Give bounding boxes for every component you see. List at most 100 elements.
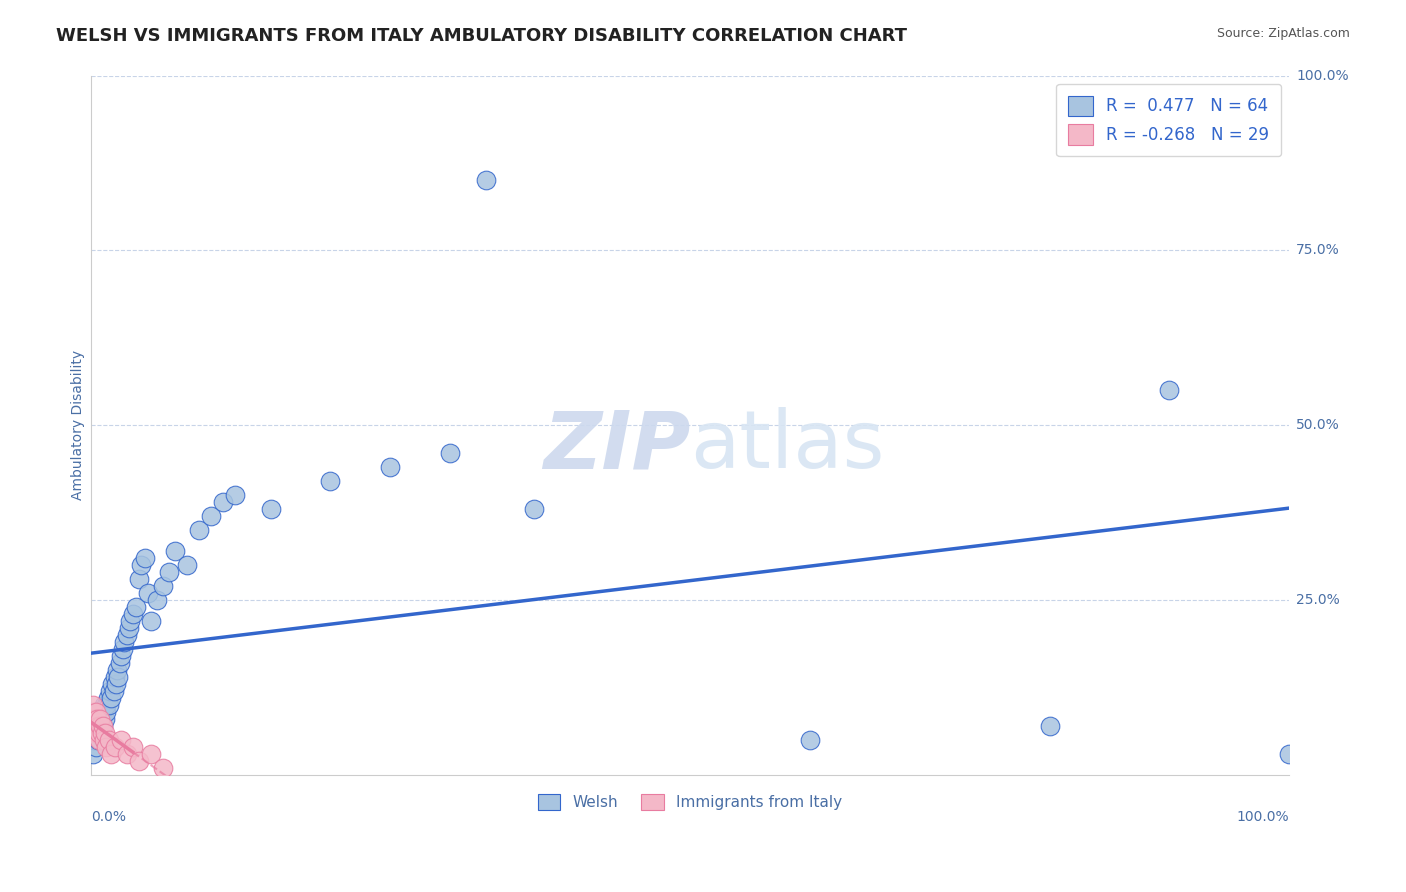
Point [82,698,104,713]
Point [90,712,112,726]
Y-axis label: Ambulatory Disability: Ambulatory Disability [72,351,86,500]
Point [91,719,114,733]
Point [86,712,108,726]
Point [97,733,120,747]
Point [152,579,174,593]
Point [523,502,546,516]
Point [380,460,402,475]
Point [87,733,110,747]
Point [129,558,152,573]
Point [128,754,150,768]
Point [319,475,342,489]
Point [93,698,115,713]
Text: 50.0%: 50.0% [1296,418,1340,433]
Point [86,705,108,719]
Point [107,670,129,684]
Point [125,600,148,615]
Point [86,726,108,740]
Point [176,558,198,573]
Point [439,446,461,460]
Point [94,712,117,726]
Point [104,670,127,684]
Point [112,635,135,649]
Point [89,726,111,740]
Point [134,551,156,566]
Point [91,719,114,733]
Point [89,719,111,733]
Point [1278,747,1301,761]
Point [84,705,107,719]
Text: 100.0%: 100.0% [1237,810,1289,824]
Point [110,733,132,747]
Text: atlas: atlas [690,408,884,485]
Point [96,698,118,713]
Point [163,544,186,558]
Point [89,726,111,740]
Point [157,566,180,580]
Point [86,719,108,733]
Point [115,747,138,761]
Point [799,733,821,747]
Point [104,740,127,755]
Point [139,614,162,628]
Point [84,726,107,740]
Point [118,621,141,635]
Point [105,663,128,677]
Point [93,733,115,747]
Point [86,712,108,726]
Point [89,705,111,719]
Text: Source: ZipAtlas.com: Source: ZipAtlas.com [1216,27,1350,40]
Point [82,705,104,719]
Text: 75.0%: 75.0% [1296,244,1340,258]
Point [211,495,233,509]
Text: 0.0%: 0.0% [91,810,125,824]
Point [108,656,131,670]
Point [98,684,121,698]
Point [110,649,132,664]
Point [89,712,111,726]
Point [97,698,120,713]
Point [82,747,104,761]
Point [90,726,112,740]
Point [145,593,167,607]
Point [87,719,110,733]
Point [87,719,110,733]
Point [224,488,246,502]
Point [83,712,105,726]
Text: ZIP: ZIP [543,408,690,485]
Point [103,684,125,698]
Point [152,761,174,775]
Point [121,740,143,755]
Text: 25.0%: 25.0% [1296,593,1340,607]
Point [128,572,150,586]
Point [89,719,111,733]
Point [83,733,105,747]
Point [259,502,281,516]
Point [94,726,117,740]
Point [100,691,122,706]
Point [1159,384,1181,398]
Legend: Welsh, Immigrants from Italy: Welsh, Immigrants from Italy [531,789,849,816]
Point [104,677,127,691]
Point [100,747,122,761]
Point [89,712,111,726]
Point [136,586,159,600]
Point [90,726,112,740]
Point [96,740,118,755]
Point [84,719,107,733]
Point [87,726,110,740]
Text: WELSH VS IMMIGRANTS FROM ITALY AMBULATORY DISABILITY CORRELATION CHART: WELSH VS IMMIGRANTS FROM ITALY AMBULATOR… [56,27,907,45]
Point [139,747,162,761]
Point [96,705,118,719]
Point [80,712,103,726]
Point [121,607,143,622]
Text: 100.0%: 100.0% [1296,69,1348,83]
Point [84,740,107,755]
Point [115,628,138,642]
Point [101,677,124,691]
Point [112,642,135,657]
Point [1038,719,1060,733]
Point [475,173,498,187]
Point [187,523,209,537]
Point [91,705,114,719]
